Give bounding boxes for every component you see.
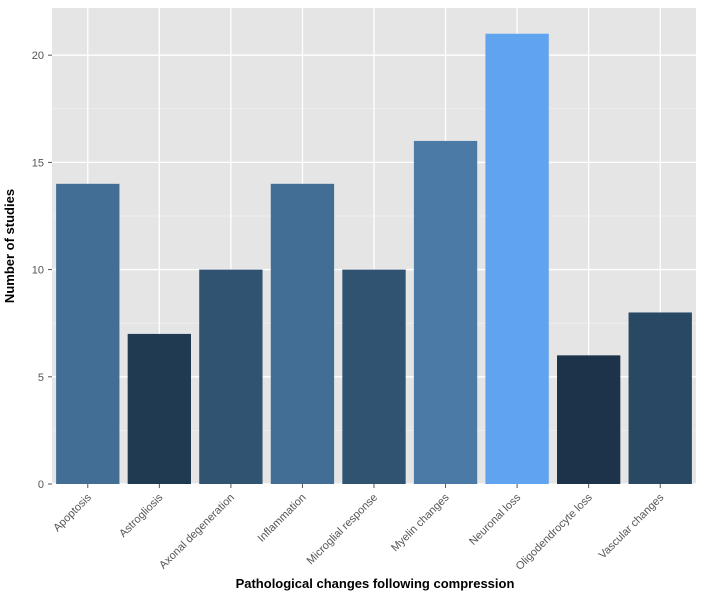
bar-oligodendrocyte-loss xyxy=(557,355,621,484)
x-tick-label: Axonal degeneration xyxy=(157,492,237,572)
bar-axonal-degeneration xyxy=(199,269,263,484)
bar-vascular-changes xyxy=(628,312,692,484)
bars xyxy=(56,33,692,484)
y-tick-label: 15 xyxy=(32,157,44,169)
bar-apoptosis xyxy=(56,183,120,484)
y-tick-label: 5 xyxy=(38,372,44,384)
bar-myelin-changes xyxy=(413,140,478,484)
y-tick-label: 20 xyxy=(32,50,44,62)
y-axis-title: Number of studies xyxy=(2,189,17,303)
x-tick-label: Neuronal loss xyxy=(467,491,523,547)
x-tick-label: Astrogliosis xyxy=(117,491,166,540)
x-tick-label: Vascular changes xyxy=(597,491,667,561)
bar-microglial-response xyxy=(342,269,406,484)
x-tick-label: Microglial response xyxy=(305,492,380,567)
x-tick-label: Oligodendrocyte loss xyxy=(514,491,595,572)
x-tick-label: Apoptosis xyxy=(51,491,94,534)
y-tick-label: 0 xyxy=(38,479,44,491)
bar-astrogliosis xyxy=(127,333,191,484)
y-axis-ticks: 0 5 10 15 20 xyxy=(32,50,52,491)
x-tick-label: Myelin changes xyxy=(389,491,452,554)
bar-inflammation xyxy=(270,183,335,484)
x-tick-label: Inflammation xyxy=(256,492,309,545)
y-tick-label: 10 xyxy=(32,265,44,277)
bar-neuronal-loss xyxy=(485,33,549,484)
x-axis-title: Pathological changes following compressi… xyxy=(236,576,515,591)
